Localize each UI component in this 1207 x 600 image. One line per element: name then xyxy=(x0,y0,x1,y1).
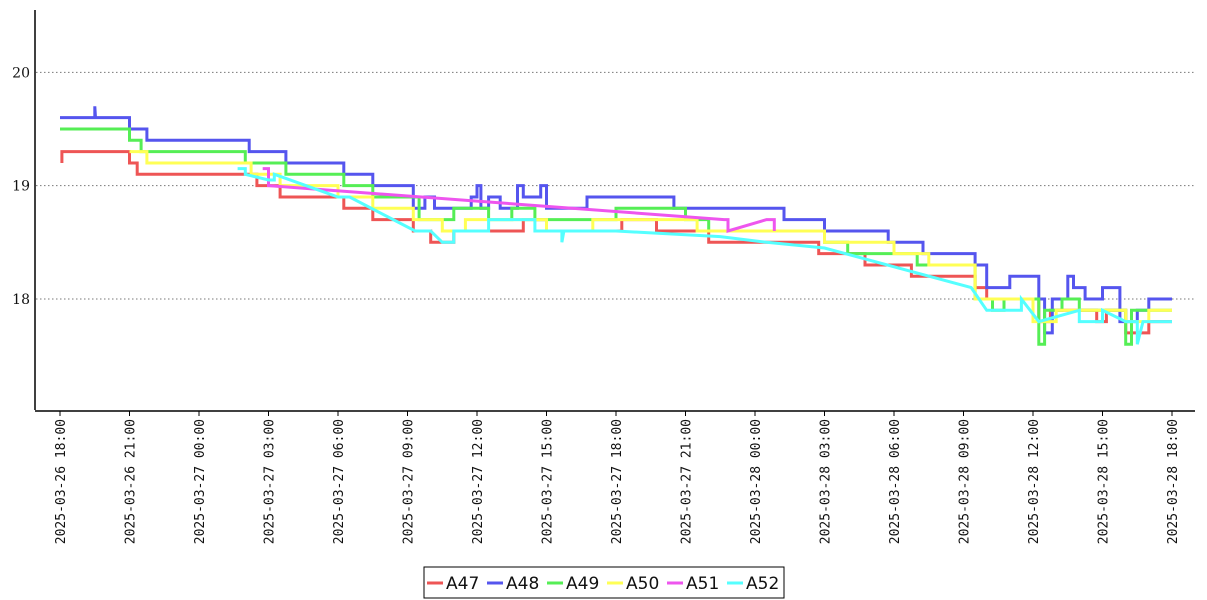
series-line-a52 xyxy=(237,167,1172,345)
x-tick-label: 2025-03-27 12:00 xyxy=(471,419,486,544)
x-tick-label: 2025-03-27 03:00 xyxy=(263,419,278,544)
y-tick-label: 19 xyxy=(12,179,30,195)
legend-label: A49 xyxy=(566,574,599,594)
series-line-a51 xyxy=(262,167,776,234)
legend-label: A51 xyxy=(686,574,719,594)
gridlines xyxy=(36,71,1195,300)
legend: A47 A48 A49 A50 A51 A52 xyxy=(423,566,785,599)
x-tick-label: 2025-03-28 12:00 xyxy=(1027,419,1042,544)
x-tick-labels: 2025-03-26 18:00 2025-03-26 21:00 2025-03-… xyxy=(54,411,1181,544)
x-tick-label: 2025-03-27 18:00 xyxy=(610,419,625,544)
legend-box xyxy=(423,566,785,599)
legend-label: A50 xyxy=(626,574,659,594)
x-tick-label: 2025-03-28 18:00 xyxy=(1166,419,1181,544)
x-tick-label: 2025-03-28 00:00 xyxy=(749,419,764,544)
y-tick-label: 20 xyxy=(12,65,30,81)
x-tick-label: 2025-03-27 06:00 xyxy=(332,419,347,544)
x-tick-label: 2025-03-28 06:00 xyxy=(888,419,903,544)
axes xyxy=(34,10,1195,412)
x-tick-label: 2025-03-26 21:00 xyxy=(124,419,139,544)
x-tick-label: 2025-03-28 09:00 xyxy=(958,419,973,544)
x-tick-label: 2025-03-27 00:00 xyxy=(193,419,208,544)
x-tick-label: 2025-03-27 15:00 xyxy=(541,419,556,544)
x-tick-label: 2025-03-27 09:00 xyxy=(402,419,417,544)
legend-label: A48 xyxy=(506,574,539,594)
series-line-a49 xyxy=(60,127,1172,346)
x-tick-label: 2025-03-27 21:00 xyxy=(680,419,695,544)
x-tick-label: 2025-03-28 15:00 xyxy=(1097,419,1112,544)
y-tick-label: 18 xyxy=(12,292,30,308)
series-lines xyxy=(60,106,1172,346)
legend-label: A52 xyxy=(746,574,779,594)
x-tick-label: 2025-03-26 18:00 xyxy=(54,419,69,544)
x-tick-label: 2025-03-28 03:00 xyxy=(819,419,834,544)
y-tick-labels: 18 19 20 xyxy=(12,65,30,308)
legend-label: A47 xyxy=(446,574,479,594)
